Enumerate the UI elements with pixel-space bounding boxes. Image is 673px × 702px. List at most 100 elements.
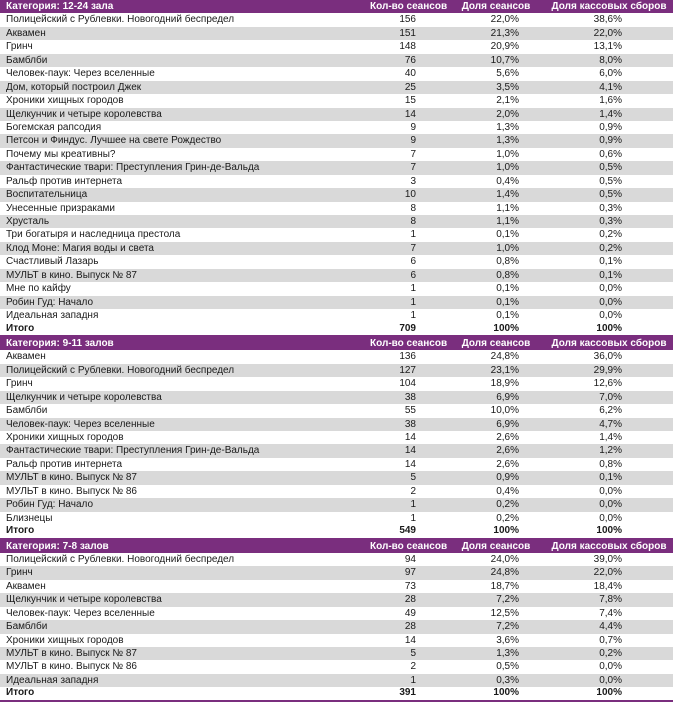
- session-share: 1,3%: [496, 648, 519, 659]
- total-label: Итого: [6, 525, 35, 537]
- film-title: Фантастические твари: Преступления Грин-…: [6, 445, 260, 457]
- box-office-share: 0,0%: [599, 283, 622, 295]
- box-office-share: 0,0%: [599, 674, 622, 686]
- film-title: Мне по кайфу: [6, 283, 71, 295]
- session-count: 14: [404, 458, 416, 470]
- table-row: Щелкунчик и четыре королевства 28 7,2% 7,8%: [0, 593, 673, 607]
- box-office-share: 1,6%: [599, 95, 622, 107]
- session-count: 136: [399, 351, 416, 363]
- session-count: 1: [410, 310, 416, 322]
- session-count: 2: [410, 661, 416, 673]
- column-header: Кол-во сеансов: [370, 337, 448, 349]
- session-count: 8: [410, 202, 416, 214]
- total-label: Итого: [6, 322, 35, 334]
- session-count: 7: [410, 148, 416, 160]
- session-share: 1,0%: [496, 148, 519, 160]
- box-office-share: 38,6%: [593, 14, 622, 26]
- total-row: Итого 709 100% 100%: [0, 323, 673, 337]
- box-office-share: 7,4%: [599, 607, 622, 619]
- table-row: Ральф против интернета 14 2,6% 0,8%: [0, 458, 673, 471]
- total-row: Итого 391 100% 100%: [0, 687, 673, 702]
- table-row: Человек-паук: Через вселенные 38 6,9% 4,7%: [0, 417, 673, 431]
- session-share: 0,4%: [496, 175, 519, 187]
- session-share: 20,9%: [490, 41, 519, 53]
- session-share: 6,9%: [496, 391, 519, 403]
- session-share: 0,2%: [496, 499, 519, 511]
- total-session-share: 100%: [493, 687, 519, 699]
- film-title: Идеальная западня: [6, 310, 99, 322]
- box-office-share: 0,2%: [599, 242, 622, 254]
- session-count: 49: [404, 607, 416, 619]
- session-count: 151: [399, 27, 416, 39]
- session-count: 156: [399, 14, 416, 26]
- box-office-share: 0,0%: [599, 296, 622, 308]
- column-header: Доля кассовых сборов: [551, 540, 667, 552]
- session-share: 10,7%: [490, 54, 519, 66]
- film-title: Близнецы: [6, 512, 53, 524]
- film-title: Дом, который построил Джек: [6, 81, 142, 93]
- box-office-share: 6,2%: [599, 405, 622, 417]
- session-count: 6: [410, 256, 416, 268]
- session-count: 55: [404, 405, 416, 417]
- session-share: 24,0%: [490, 553, 519, 565]
- session-count: 1: [410, 512, 416, 524]
- session-share: 2,1%: [496, 95, 519, 107]
- table-row: Хрусталь 8 1,1% 0,3%: [0, 215, 673, 229]
- total-session-share: 100%: [493, 525, 519, 537]
- session-count: 28: [404, 594, 416, 606]
- session-count: 25: [404, 81, 416, 93]
- box-office-share: 0,5%: [599, 162, 622, 174]
- box-office-share: 7,0%: [599, 391, 622, 403]
- session-count: 40: [404, 68, 416, 80]
- film-title: Аквамен: [6, 580, 46, 592]
- box-office-share: 36,0%: [593, 351, 622, 363]
- session-count: 14: [404, 108, 416, 120]
- session-share: 22,0%: [490, 14, 519, 26]
- film-title: Три богатыря и наследница престола: [6, 229, 181, 241]
- session-count: 38: [404, 391, 416, 403]
- table-row: Полицейский с Рублевки. Новогодний беспр…: [0, 363, 673, 378]
- section-title: Категория: 12-24 зала: [6, 1, 114, 12]
- film-title: Аквамен: [6, 27, 46, 39]
- session-count: 1: [410, 283, 416, 295]
- total-box-office-share: 100%: [596, 525, 622, 537]
- session-count: 148: [399, 41, 416, 53]
- section-header: Категория: 7-8 залов Кол-во сеансов Доля с…: [0, 539, 673, 553]
- session-share: 2,0%: [496, 108, 519, 120]
- session-share: 24,8%: [490, 351, 519, 363]
- table-row: Человек-паук: Через вселенные 49 12,5% 7,4%: [0, 607, 673, 620]
- column-header: Доля кассовых сборов: [551, 1, 667, 12]
- box-office-share: 0,2%: [599, 229, 622, 241]
- box-office-share: 0,0%: [599, 499, 622, 511]
- table-row: Близнецы 1 0,2% 0,0%: [0, 512, 673, 525]
- film-title: Ральф против интернета: [6, 458, 123, 470]
- film-title: Бамблби: [6, 405, 48, 417]
- table-row: Щелкунчик и четыре королевства 38 6,9% 7,0%: [0, 390, 673, 405]
- table-row: Фантастические твари: Преступления Грин-…: [0, 444, 673, 458]
- box-office-share: 0,3%: [599, 202, 622, 214]
- box-office-share: 0,0%: [599, 512, 622, 524]
- session-share: 24,8%: [490, 567, 519, 579]
- table-row: Счастливый Лазарь 6 0,8% 0,1%: [0, 255, 673, 268]
- box-office-share: 4,4%: [599, 621, 622, 633]
- table-row: Гринч 97 24,8% 22,0%: [0, 566, 673, 580]
- film-title: Человек-паук: Через вселенные: [6, 607, 155, 619]
- table-row: МУЛЬТ в кино. Выпуск № 86 2 0,4% 0,0%: [0, 485, 673, 498]
- session-count: 14: [404, 634, 416, 646]
- table-row: Идеальная западня 1 0,3% 0,0%: [0, 673, 673, 688]
- session-share: 0,1%: [496, 310, 519, 322]
- session-share: 0,2%: [496, 512, 519, 524]
- box-office-share: 13,1%: [593, 41, 622, 53]
- column-header: Доля кассовых сборов: [551, 337, 667, 349]
- total-box-office-share: 100%: [596, 322, 622, 334]
- column-header: Доля сеансов: [461, 337, 531, 349]
- box-office-share: 0,9%: [599, 121, 622, 133]
- box-office-share: 0,1%: [599, 256, 622, 268]
- box-office-share: 12,6%: [593, 378, 622, 390]
- table-row: Почему мы креативны? 7 1,0% 0,6%: [0, 148, 673, 161]
- session-count: 9: [410, 135, 416, 147]
- film-title: Робин Гуд: Начало: [6, 296, 94, 308]
- film-title: Счастливый Лазарь: [6, 256, 99, 268]
- session-share: 18,9%: [490, 378, 519, 390]
- session-share: 1,3%: [496, 135, 519, 147]
